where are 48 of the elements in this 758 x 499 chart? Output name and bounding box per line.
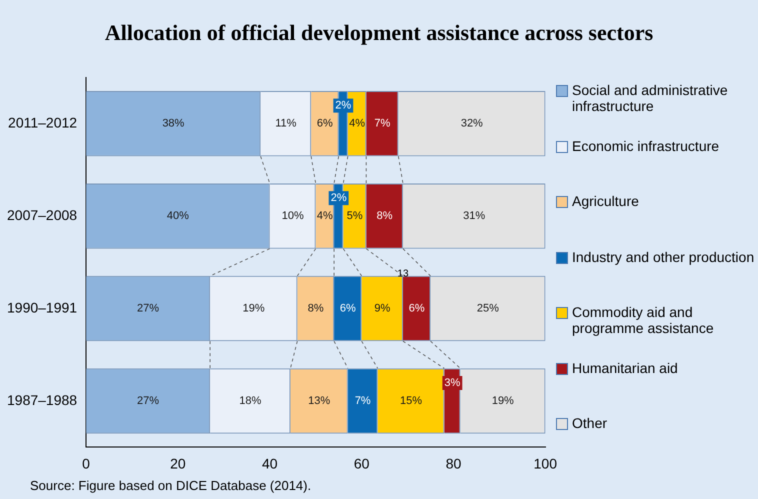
data-label: 40% [166,210,190,222]
data-label: 13% [308,395,330,408]
data-label: 38% [162,118,185,130]
text: Economic infrastructure [572,138,720,154]
data-label: 8% [308,302,324,315]
data-label: 25% [476,302,500,315]
legend-label: Humanitarian aid [572,360,678,376]
data-label: 4% [349,118,366,130]
data-label: 10% [282,210,304,222]
y-tick-label: 1987–1988 [6,392,78,408]
data-label: 4% [316,210,334,222]
y-tick-label: 1990–1991 [6,299,78,316]
x-tick-label: 60 [354,455,370,472]
x-tick-label: 100 [534,455,558,472]
data-label: 3% [444,377,460,390]
data-label: 31% [463,210,486,222]
data-label: 27% [137,395,160,408]
chart-title: Allocation of official development assistance across sectors [104,20,654,46]
x-tick-label: 0 [82,455,90,472]
data-label: 7% [354,395,371,408]
data-label: 7% [374,118,390,130]
data-label: 15% [400,395,422,408]
data-label: 6% [408,302,425,315]
source-note: Source: Figure based on DICE Database (2014). [30,478,312,493]
legend-label: Commodity aid and programme assistance [572,304,715,336]
data-label: 8% [376,210,393,222]
data-label: 32% [460,118,484,130]
y-tick-label: 2007–2008 [6,206,78,223]
data-label: 27% [137,302,160,315]
data-label: 11% [275,118,297,130]
data-label: 2% [330,192,347,204]
legend-label: Social and administrative infrastructure [572,82,729,114]
y-tick-label: 2011–2012 [8,114,78,130]
data-label: 19% [242,302,265,315]
x-tick-label: 20 [170,455,186,472]
data-label: 9% [374,302,390,315]
data-label: 18% [239,395,262,408]
x-tick-label: 40 [262,455,278,472]
data-label: 2% [335,100,352,112]
legend-label: Industry and other production [572,248,754,264]
legend-label: Other [572,415,608,431]
annotation: 13 [397,268,409,280]
data-label: 19% [492,395,514,408]
x-tick-label: 80 [446,455,462,472]
data-label: 5% [346,210,363,222]
data-label: 6% [340,302,356,315]
legend-label: Agriculture [572,193,639,209]
data-label: 6% [316,118,334,130]
